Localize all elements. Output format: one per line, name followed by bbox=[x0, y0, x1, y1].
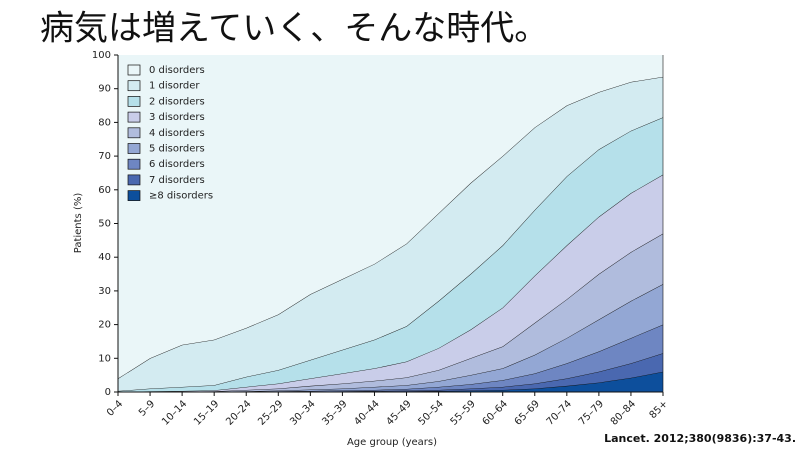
legend-swatch bbox=[127, 143, 141, 154]
legend-swatch bbox=[127, 111, 141, 123]
legend-label: 3 disorders bbox=[149, 112, 205, 123]
area bbox=[118, 174, 663, 392]
y-tick-label: 50 bbox=[98, 219, 111, 230]
legend-swatch bbox=[127, 64, 141, 76]
x-tick-label: 55–59 bbox=[449, 398, 478, 427]
x-tick-label: 10–14 bbox=[160, 398, 189, 427]
legend-swatch bbox=[127, 158, 141, 170]
x-tick-label: 0–4 bbox=[105, 398, 125, 418]
y-tick-label: 30 bbox=[98, 286, 111, 297]
x-tick-label: 5–9 bbox=[137, 398, 157, 418]
x-axis-label: Age group (years) bbox=[347, 437, 437, 448]
x-tick-label: 50–54 bbox=[417, 398, 446, 427]
legend-label: 4 disorders bbox=[149, 128, 205, 139]
area bbox=[118, 233, 663, 392]
x-tick-label: 45–49 bbox=[384, 398, 413, 427]
legend-label: 7 disorders bbox=[149, 175, 205, 186]
area bbox=[118, 76, 663, 391]
y-tick-label: 40 bbox=[98, 252, 111, 263]
y-tick-label: 100 bbox=[92, 50, 111, 61]
legend-swatch bbox=[127, 80, 141, 92]
y-tick-label: 60 bbox=[98, 185, 111, 196]
legend-swatch bbox=[127, 174, 141, 186]
legend-swatch bbox=[127, 96, 141, 107]
x-tick-label: 30–34 bbox=[288, 398, 317, 427]
x-tick-label: 20–24 bbox=[224, 398, 253, 427]
y-tick-label: 0 bbox=[105, 387, 111, 398]
x-tick-label: 35–39 bbox=[320, 398, 349, 427]
x-tick-label: 25–29 bbox=[256, 398, 285, 427]
legend-label: 6 disorders bbox=[149, 159, 205, 170]
legend-label: 0 disorders bbox=[149, 65, 205, 76]
legend-label: 5 disorders bbox=[149, 144, 205, 155]
x-tick-label: 85+ bbox=[648, 398, 671, 421]
area bbox=[118, 284, 663, 392]
y-axis-label: Patients (%) bbox=[73, 193, 84, 254]
y-tick-label: 90 bbox=[98, 84, 111, 95]
legend-label: ≥8 disorders bbox=[149, 191, 213, 202]
x-tick-label: 80–84 bbox=[609, 398, 638, 427]
source: Lancet. 2012;380(9836):37-43. bbox=[604, 432, 796, 445]
x-tick-label: 15–19 bbox=[192, 398, 221, 427]
area bbox=[118, 371, 663, 392]
y-tick-label: 10 bbox=[98, 353, 111, 364]
x-tick-label: 70–74 bbox=[545, 398, 574, 427]
legend-swatch bbox=[127, 190, 141, 201]
x-tick-label: 60–64 bbox=[481, 398, 510, 427]
area bbox=[118, 55, 663, 379]
x-tick-label: 75–79 bbox=[577, 398, 606, 427]
x-tick-label: 65–69 bbox=[513, 398, 542, 427]
y-tick-label: 20 bbox=[98, 320, 111, 331]
legend-label: 2 disorders bbox=[149, 96, 205, 107]
y-tick-label: 70 bbox=[98, 151, 111, 162]
x-tick-label: 40–44 bbox=[352, 398, 381, 427]
legend-swatch bbox=[127, 127, 141, 139]
area bbox=[118, 117, 663, 392]
chart-title: 病気は増えていく、そんな時代。 bbox=[40, 9, 548, 49]
y-tick-label: 80 bbox=[98, 117, 111, 128]
legend-label: 1 disorder bbox=[149, 81, 200, 92]
